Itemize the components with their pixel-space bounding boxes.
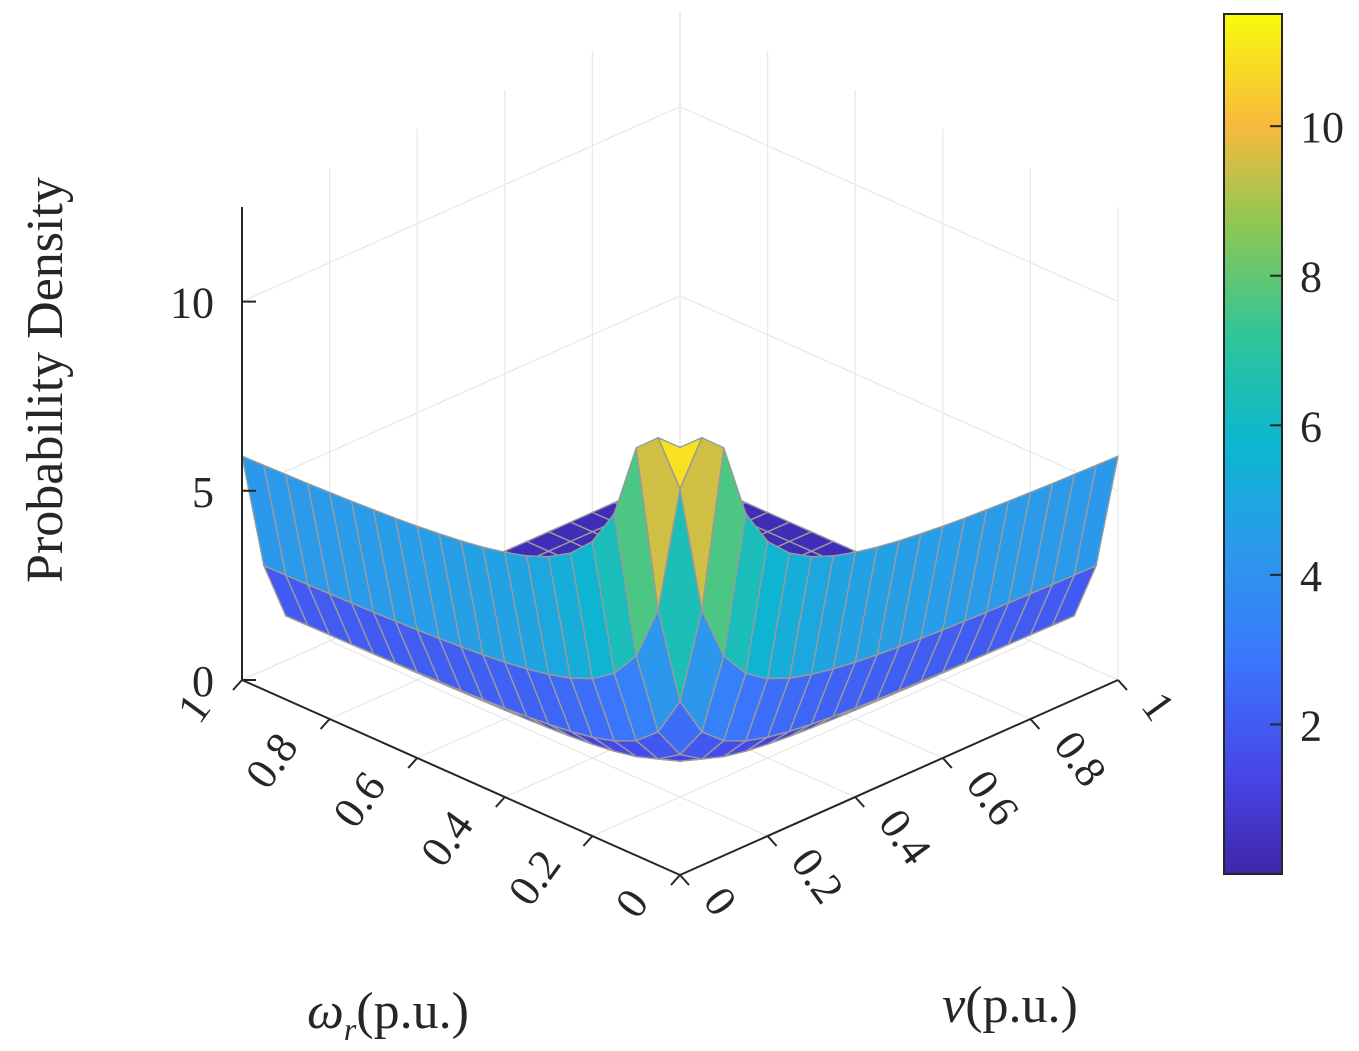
x-axis-line (241, 679, 681, 876)
z-axis-label: Probability Density (17, 177, 74, 583)
surface-mesh (241, 437, 1119, 762)
colorbar-tick-label: 10 (1300, 103, 1344, 152)
axes (241, 207, 1119, 876)
x-tick-mark (495, 796, 506, 808)
y-axis-label-unit: (p.u.) (965, 977, 1078, 1034)
floor-grid-line (592, 640, 1031, 837)
x-axis-label-symbol: ω (307, 983, 344, 1040)
y-tick-label: 0.2 (782, 839, 854, 912)
y-axis-label-symbol: v (942, 977, 966, 1034)
x-axis-label: ωr(p.u.) (307, 983, 469, 1047)
colorbar-tick-label: 6 (1300, 402, 1322, 451)
y-axis-label: v(p.u.) (942, 977, 1078, 1034)
colorbar: 2 4 6 8 10 (1223, 13, 1344, 875)
colorbar-tick-label: 4 (1300, 552, 1322, 601)
x-tick-label: 0.4 (411, 802, 483, 875)
x-tick-label: 0 (606, 880, 659, 927)
y-tick-label: 0.4 (869, 800, 941, 873)
y-tick-label: 0 (694, 878, 747, 925)
colorbar-tick-label: 2 (1300, 701, 1322, 750)
z-tick-label: 5 (192, 468, 214, 517)
x-tick-mark (232, 679, 243, 691)
x-tick-mark (670, 874, 681, 886)
colorbar-gradient (1223, 13, 1283, 875)
colorbar-ticks: 2 4 6 8 10 (1270, 103, 1344, 750)
x-axis-label-unit: (p.u.) (356, 983, 469, 1040)
x-tick-label: 0.2 (499, 841, 571, 914)
floor-grid-line (329, 640, 768, 837)
z-tick-label: 10 (170, 279, 214, 328)
y-tick-mark (679, 874, 690, 886)
colorbar-tick-label: 8 (1300, 253, 1322, 302)
x-tick-mark (407, 757, 418, 769)
y-tick-mark (766, 835, 778, 847)
x-tick-mark (582, 835, 594, 847)
y-tick-mark (1029, 718, 1041, 730)
y-tick-label: 0.8 (1044, 722, 1116, 795)
z-tick-label: 0 (192, 657, 214, 706)
x-tick-label: 0.8 (236, 724, 308, 797)
y-tick-mark (854, 796, 865, 808)
y-tick-label: 0.6 (957, 761, 1029, 834)
y-tick-label: 1 (1132, 683, 1185, 730)
x-tick-mark (319, 718, 331, 730)
surface-patch (657, 437, 703, 490)
x-axis-label-subscript: r (344, 1011, 357, 1047)
y-tick-mark (942, 757, 953, 769)
x-tick-label: 0.6 (323, 763, 395, 836)
y-tick-mark (1117, 679, 1128, 691)
y-axis-line (679, 679, 1119, 876)
